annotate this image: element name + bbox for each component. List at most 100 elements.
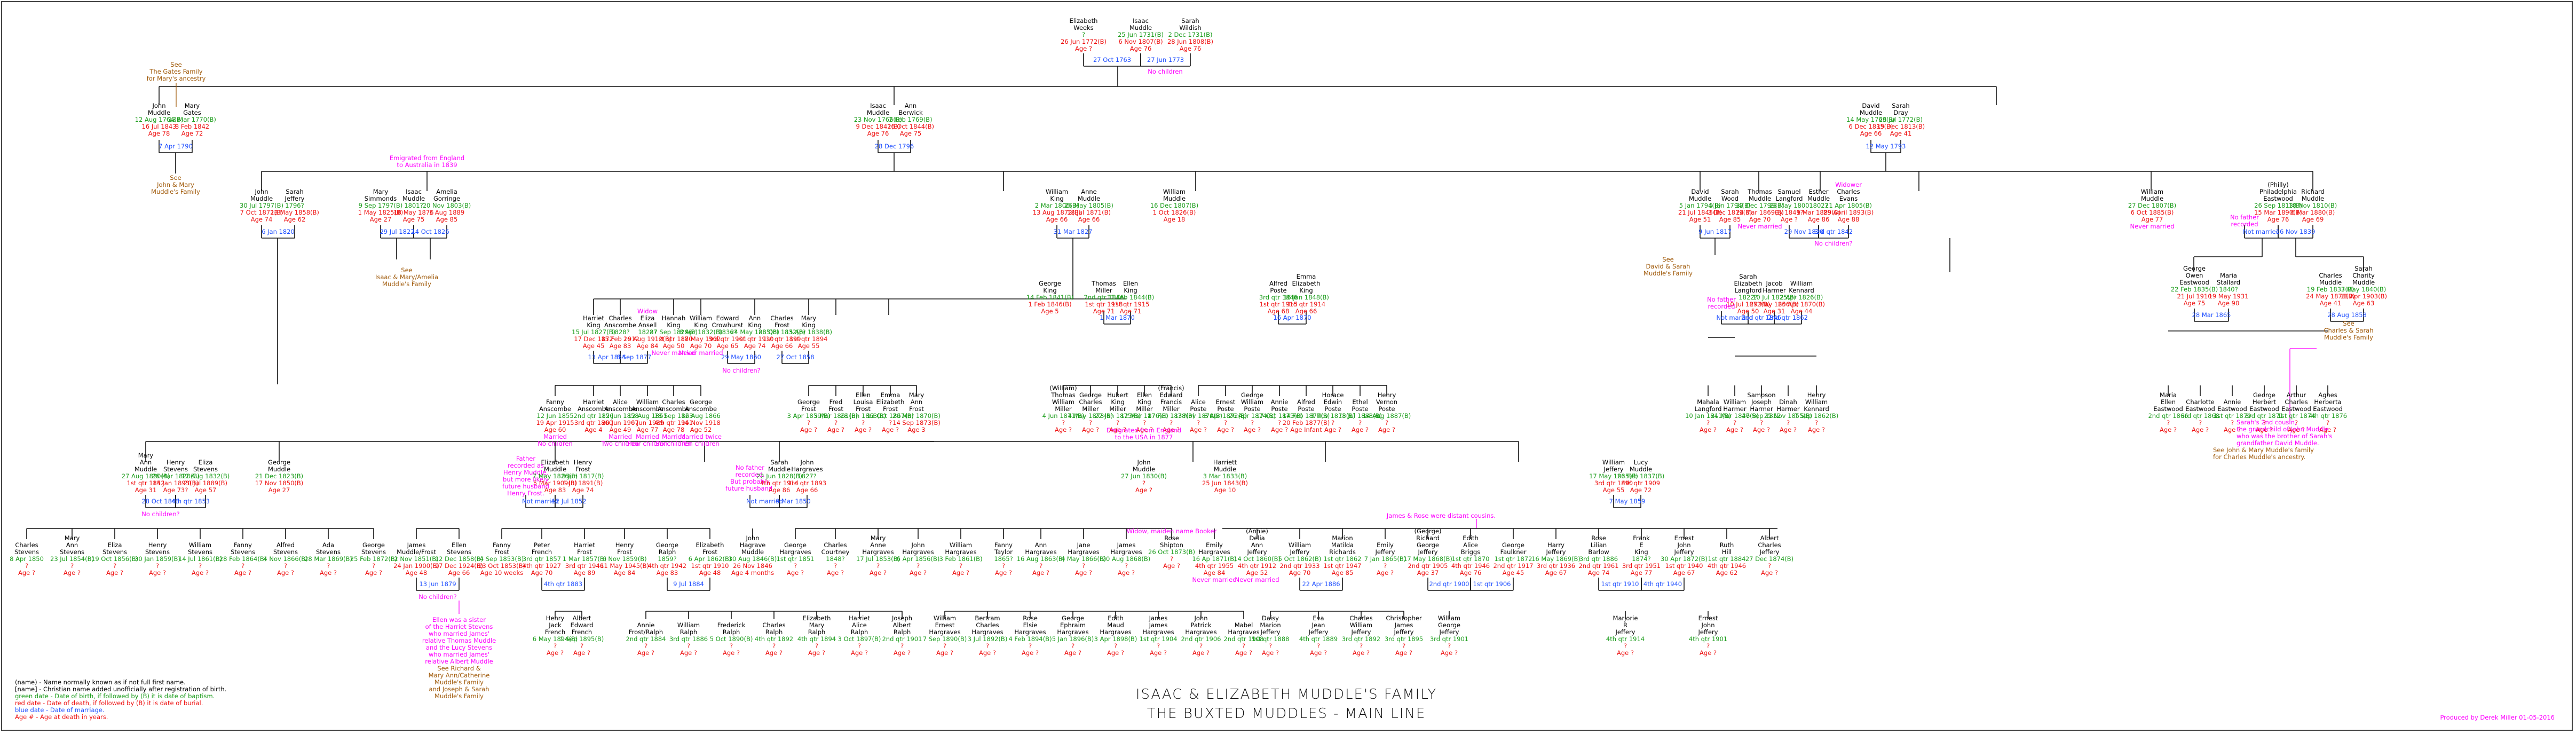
death-date: ? (943, 642, 947, 650)
death-date: 1st qtr 1852 (127, 479, 165, 487)
death-date: 1st qtr 1918 (1085, 301, 1123, 308)
person-node: Fanny Stevens 28 Feb 1864(B)? Age ? (219, 542, 266, 577)
person-node: Amelia Gorringe 20 Nov 1803(B) 1 Aug 1889 A… (423, 188, 471, 223)
birth-date: 7 Sep 1890(B) (922, 635, 967, 643)
person-node: Frank E King 1874? 3rd qtr 1951 Age 77 (1622, 535, 1661, 577)
age-at-death: Age ? (2319, 426, 2337, 433)
death-date: ? (113, 562, 117, 570)
death-date: 23 May 1858(B) (270, 209, 319, 216)
death-date: 3rd qtr 1893 (787, 479, 827, 487)
birth-date: 3 May 1840(B) (2341, 286, 2387, 293)
person-name: William Jeffery (1602, 459, 1625, 473)
birth-date: 2 Feb 1769(B) (889, 116, 933, 123)
birth-date: 1st qtr 1904 (1139, 635, 1178, 643)
title-line-1: ISAAC & ELIZABETH MUDDLE'S FAMILY (1135, 686, 1437, 703)
age-at-death: Age ? (63, 569, 81, 577)
death-date: 3rd qtr 1936 (1536, 562, 1576, 570)
person-node: Sarah Jeffery 1796? 23 May 1858(B) Age 62 (270, 188, 319, 223)
person-name: William Muddle (2140, 188, 2164, 202)
death-date: ? (2198, 419, 2202, 427)
age-at-death: Age ? (827, 426, 844, 433)
age-at-death: Age 31 (1763, 307, 1785, 315)
person-node: (Francis) Edward Francis Miller 17 Feb 18… (1148, 385, 1195, 433)
person-node: Mahala Langford 10 Jan 1841(B)? Age ? (1685, 399, 1731, 433)
person-node: George William Poste 26 Apr 1874(B)? Age ? (1229, 392, 1276, 433)
marriage-date: 2nd qtr 1846 (1741, 314, 1782, 321)
legend-entry: blue date - Date of marriage. (15, 706, 105, 714)
death-date: 28 Jun 1808(B) (1167, 38, 1214, 45)
birth-date: 20 Aug 1868(B) (1102, 555, 1151, 563)
age-at-death: Age ? (546, 649, 564, 657)
person-name: Rose Lilian Barlow (1588, 534, 1609, 556)
death-date: 4th qtr 1909 (1621, 479, 1661, 487)
person-name: Sarah Charity Muddle (2352, 265, 2375, 286)
death-date: ? (283, 562, 288, 570)
person-node: Agnes Herberta Eastwood 4th qtr 1876? Age … (2309, 392, 2347, 433)
birth-date: 3 Nov 1878(B) (1310, 412, 1355, 420)
age-at-death: Age 52 (690, 426, 712, 433)
person-node: George Stevens 25 Feb 1872(B)? Age ? (350, 542, 397, 577)
death-date: 1st qtr 1910 (691, 562, 729, 570)
age-at-death: Age 66 (771, 342, 793, 350)
age-at-death: Age ? (978, 649, 997, 657)
birth-date: 24 May 1835(B) (730, 328, 779, 336)
annotation: No children? (418, 593, 457, 601)
death-date: ? (1358, 419, 1362, 427)
death-date: 3 Dec 1879(B) (1708, 209, 1752, 216)
person-node: Charles Muddle 19 Feb 1837(B) 24 May 1878(… (2306, 272, 2355, 307)
age-at-death: Age 49 (609, 426, 631, 433)
person-node: Sarah Charity Muddle 3 May 1840(B) 18 Apr … (2340, 265, 2387, 307)
age-at-death: Age ? (1162, 426, 1180, 433)
person-name: John Patrick Hargraves (1185, 614, 1217, 636)
person-name: Dinah Harmer (1776, 398, 1800, 413)
age-at-death: Age ? (786, 569, 804, 577)
age-at-death: Age ? (1779, 426, 1797, 433)
death-date: ? (1028, 642, 1032, 650)
person-node: Hubert King Miller 22 Jan 1875(B)? Age ? (1095, 392, 1141, 433)
age-at-death: Age 44 (1790, 307, 1813, 315)
reference-note: See John & Mary Muddle's Family (151, 174, 200, 195)
age-at-death: Age 4 months (731, 569, 775, 577)
marriage-date: 1st qtr 1910 (1601, 580, 1639, 588)
person-name: Rose Shipton (1160, 534, 1183, 549)
person-name: Henry Frost (615, 541, 634, 556)
birth-date: 2nd qtr 1884 (626, 635, 666, 643)
person-node: Dinah Harmer 25 Nov 1855(B)? Age ? (1764, 399, 1813, 433)
person-name: Ellen Louisa Frost (853, 391, 873, 413)
birth-date: 9 Sep 1797(B) (358, 202, 403, 209)
birth-date: 3 Mar 1833(B) (1203, 472, 1247, 480)
birth-date: 8 Jun 1817(B) (562, 472, 604, 480)
person-name: Charles Ralph (762, 621, 786, 636)
age-at-death: Age ? (909, 569, 927, 577)
age-at-death: Age 84 (636, 342, 659, 350)
death-date: ? (959, 562, 963, 570)
person-node: Sarah Muddle 22 Jun 1828(B) 4th qtr 1914 Ag… (756, 459, 802, 494)
person-node: Fanny Anscombe 12 Jun 1855 19 Apr 1915 Age … (536, 399, 574, 447)
death-date: ? (729, 642, 733, 650)
death-date: ? (1088, 419, 1093, 427)
person-name: Charles William Jeffery (1349, 614, 1373, 636)
birth-date: 12 Jun 1858 (602, 412, 639, 420)
birth-date: 1848? (826, 555, 845, 563)
death-date: 14 Jan 1893(B) (153, 479, 199, 487)
marriage-date: Not married (2243, 228, 2280, 235)
person-node: Elizabeth Frost 6 Apr 1862(B) 1st qtr 1910… (689, 542, 732, 577)
birth-date: ? (1081, 31, 1086, 38)
death-date: ? (686, 642, 691, 650)
birth-date: 26 Mar 1820(B) (152, 472, 200, 480)
marriage-date: 29 Jul 1822 (380, 228, 415, 235)
death-date: 13 Aug 1872(B) (1032, 209, 1081, 216)
annotation: No father recorded (1707, 296, 1736, 310)
age-at-death: Age ? (1752, 426, 1771, 433)
marriage-date: 9 Mar 1850 (776, 498, 811, 505)
person-node: William King 8 Apr 1832(B) 17 May 1902 Age … (678, 315, 723, 357)
person-node: Ruth Hill 1st qtr 1884 4th qtr 1946 Age 62 (1708, 542, 1746, 577)
person-name: Lucy Muddle (1629, 459, 1653, 473)
age-at-death: Age ? (1216, 426, 1234, 433)
person-name: Henry Frost (573, 459, 592, 473)
birth-date: 12 Mar 1876(B) (1120, 412, 1168, 420)
person-name: Ada Stevens (315, 541, 341, 556)
person-name: Henry Stevens (163, 459, 188, 473)
person-name: Ernest Poste (1215, 398, 1236, 413)
person-node: Mary King 15 Apr 1838(B) 1st qtr 1894 Age 5… (785, 315, 832, 350)
